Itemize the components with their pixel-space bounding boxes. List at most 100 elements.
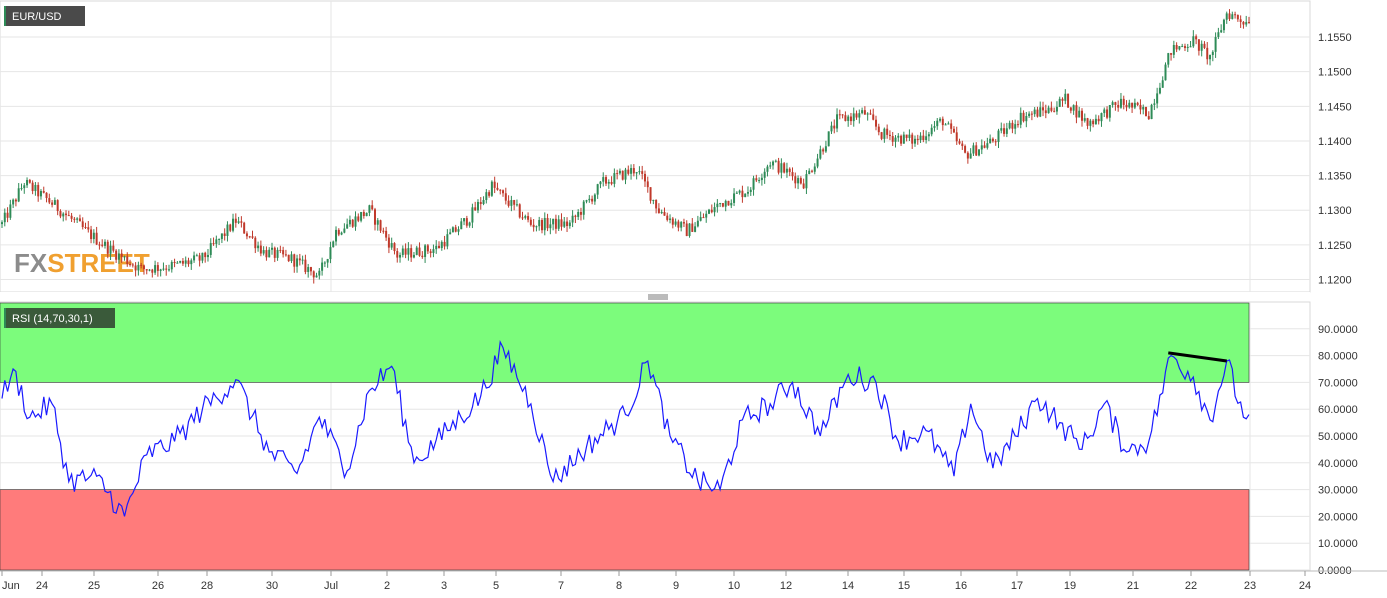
candle-body xyxy=(321,262,324,271)
candle-body xyxy=(900,135,903,144)
candle-body xyxy=(257,245,260,249)
candle-body xyxy=(1083,118,1086,121)
candle-body xyxy=(234,218,237,223)
x-tick-label: 26 xyxy=(152,580,164,592)
candle-body xyxy=(733,193,736,203)
candle-body xyxy=(1234,14,1237,16)
candle-body xyxy=(173,261,176,263)
candle-body xyxy=(1061,98,1064,101)
panel-resize-handle[interactable] xyxy=(0,292,1310,301)
candle-body xyxy=(443,241,446,247)
rsi-tick-label: 90.0000 xyxy=(1318,324,1358,336)
candle-body xyxy=(360,212,363,221)
candle-body xyxy=(529,219,532,225)
candle-body xyxy=(195,255,198,257)
candle-body xyxy=(20,188,23,190)
candle-body xyxy=(1189,46,1192,48)
candle-body xyxy=(769,165,772,167)
candle-body xyxy=(301,259,304,261)
candle-body xyxy=(187,260,190,265)
candle-body xyxy=(476,201,479,211)
candle-body xyxy=(1016,124,1019,126)
candle-body xyxy=(48,198,51,203)
candle-body xyxy=(390,243,393,248)
x-tick-label: 7 xyxy=(558,580,564,592)
candle-body xyxy=(1164,64,1167,81)
candle-body xyxy=(1228,13,1231,19)
candle-body xyxy=(103,241,106,246)
candle-body xyxy=(229,224,232,231)
candle-body xyxy=(193,255,196,261)
candle-body xyxy=(485,192,488,201)
candle-body xyxy=(1097,118,1100,122)
rsi-line xyxy=(1,339,1250,517)
candle-body xyxy=(499,189,502,191)
x-tick-label: 12 xyxy=(780,580,792,592)
candle-body xyxy=(407,248,410,255)
candle-body xyxy=(1214,36,1217,52)
candle-body xyxy=(799,178,802,184)
candle-body xyxy=(120,253,123,258)
candle-body xyxy=(1142,107,1145,110)
candle-body xyxy=(1067,93,1070,108)
candle-body xyxy=(902,134,905,144)
rsi-tick-label: 30.0000 xyxy=(1318,485,1358,497)
candle-body xyxy=(101,244,104,246)
candle-body xyxy=(1005,128,1008,134)
candle-body xyxy=(332,241,335,248)
candle-body xyxy=(1050,107,1053,111)
candle-body xyxy=(841,114,844,116)
candle-body xyxy=(1014,124,1017,129)
candlestick-series xyxy=(1,9,1250,284)
candle-body xyxy=(546,217,549,229)
candle-body xyxy=(14,199,17,202)
candle-body xyxy=(488,192,491,196)
x-tick-label: 5 xyxy=(493,580,499,592)
candle-body xyxy=(877,126,880,133)
rsi-tick-label: 10.0000 xyxy=(1318,538,1358,550)
x-tick-label: 14 xyxy=(842,580,854,592)
candle-body xyxy=(148,269,151,271)
candle-body xyxy=(630,168,633,174)
candle-body xyxy=(579,212,582,215)
candle-body xyxy=(908,134,911,138)
candle-body xyxy=(440,241,443,249)
candle-body xyxy=(766,166,769,172)
candle-body xyxy=(1178,46,1181,50)
logo-fx-part: FX xyxy=(14,248,48,278)
candle-body xyxy=(438,245,441,249)
candle-body xyxy=(429,251,432,254)
candle-body xyxy=(215,239,218,244)
candle-body xyxy=(67,215,70,217)
candle-body xyxy=(326,259,329,263)
rsi-tick-label: 50.0000 xyxy=(1318,431,1358,443)
rsi-tick-label: 70.0000 xyxy=(1318,377,1358,389)
candle-body xyxy=(237,221,240,223)
candle-body xyxy=(371,205,374,210)
candle-body xyxy=(1019,112,1022,125)
candle-body xyxy=(585,200,588,202)
candle-body xyxy=(752,178,755,190)
rsi-panel: 90.0000 80.0000 70.0000 60.0000 50.0000 40.00… xyxy=(0,301,1358,577)
candle-body xyxy=(613,173,616,184)
candle-body xyxy=(290,254,293,262)
candle-body xyxy=(154,265,157,273)
rsi-tick-label: 60.0000 xyxy=(1318,404,1358,416)
candle-body xyxy=(28,179,31,183)
candle-body xyxy=(307,267,310,272)
candle-body xyxy=(964,146,967,153)
candle-body xyxy=(376,220,379,225)
candle-body xyxy=(151,269,154,273)
candle-body xyxy=(1039,107,1042,117)
candle-body xyxy=(98,244,101,246)
candle-body xyxy=(513,200,516,205)
candle-body xyxy=(179,260,182,263)
candle-body xyxy=(616,173,619,175)
candle-body xyxy=(248,236,251,238)
candle-body xyxy=(741,190,744,198)
candle-body xyxy=(972,145,975,154)
logo-street-part: STREET xyxy=(47,248,150,278)
candle-body xyxy=(284,254,287,256)
candle-body xyxy=(788,168,791,173)
candle-body xyxy=(296,258,299,267)
